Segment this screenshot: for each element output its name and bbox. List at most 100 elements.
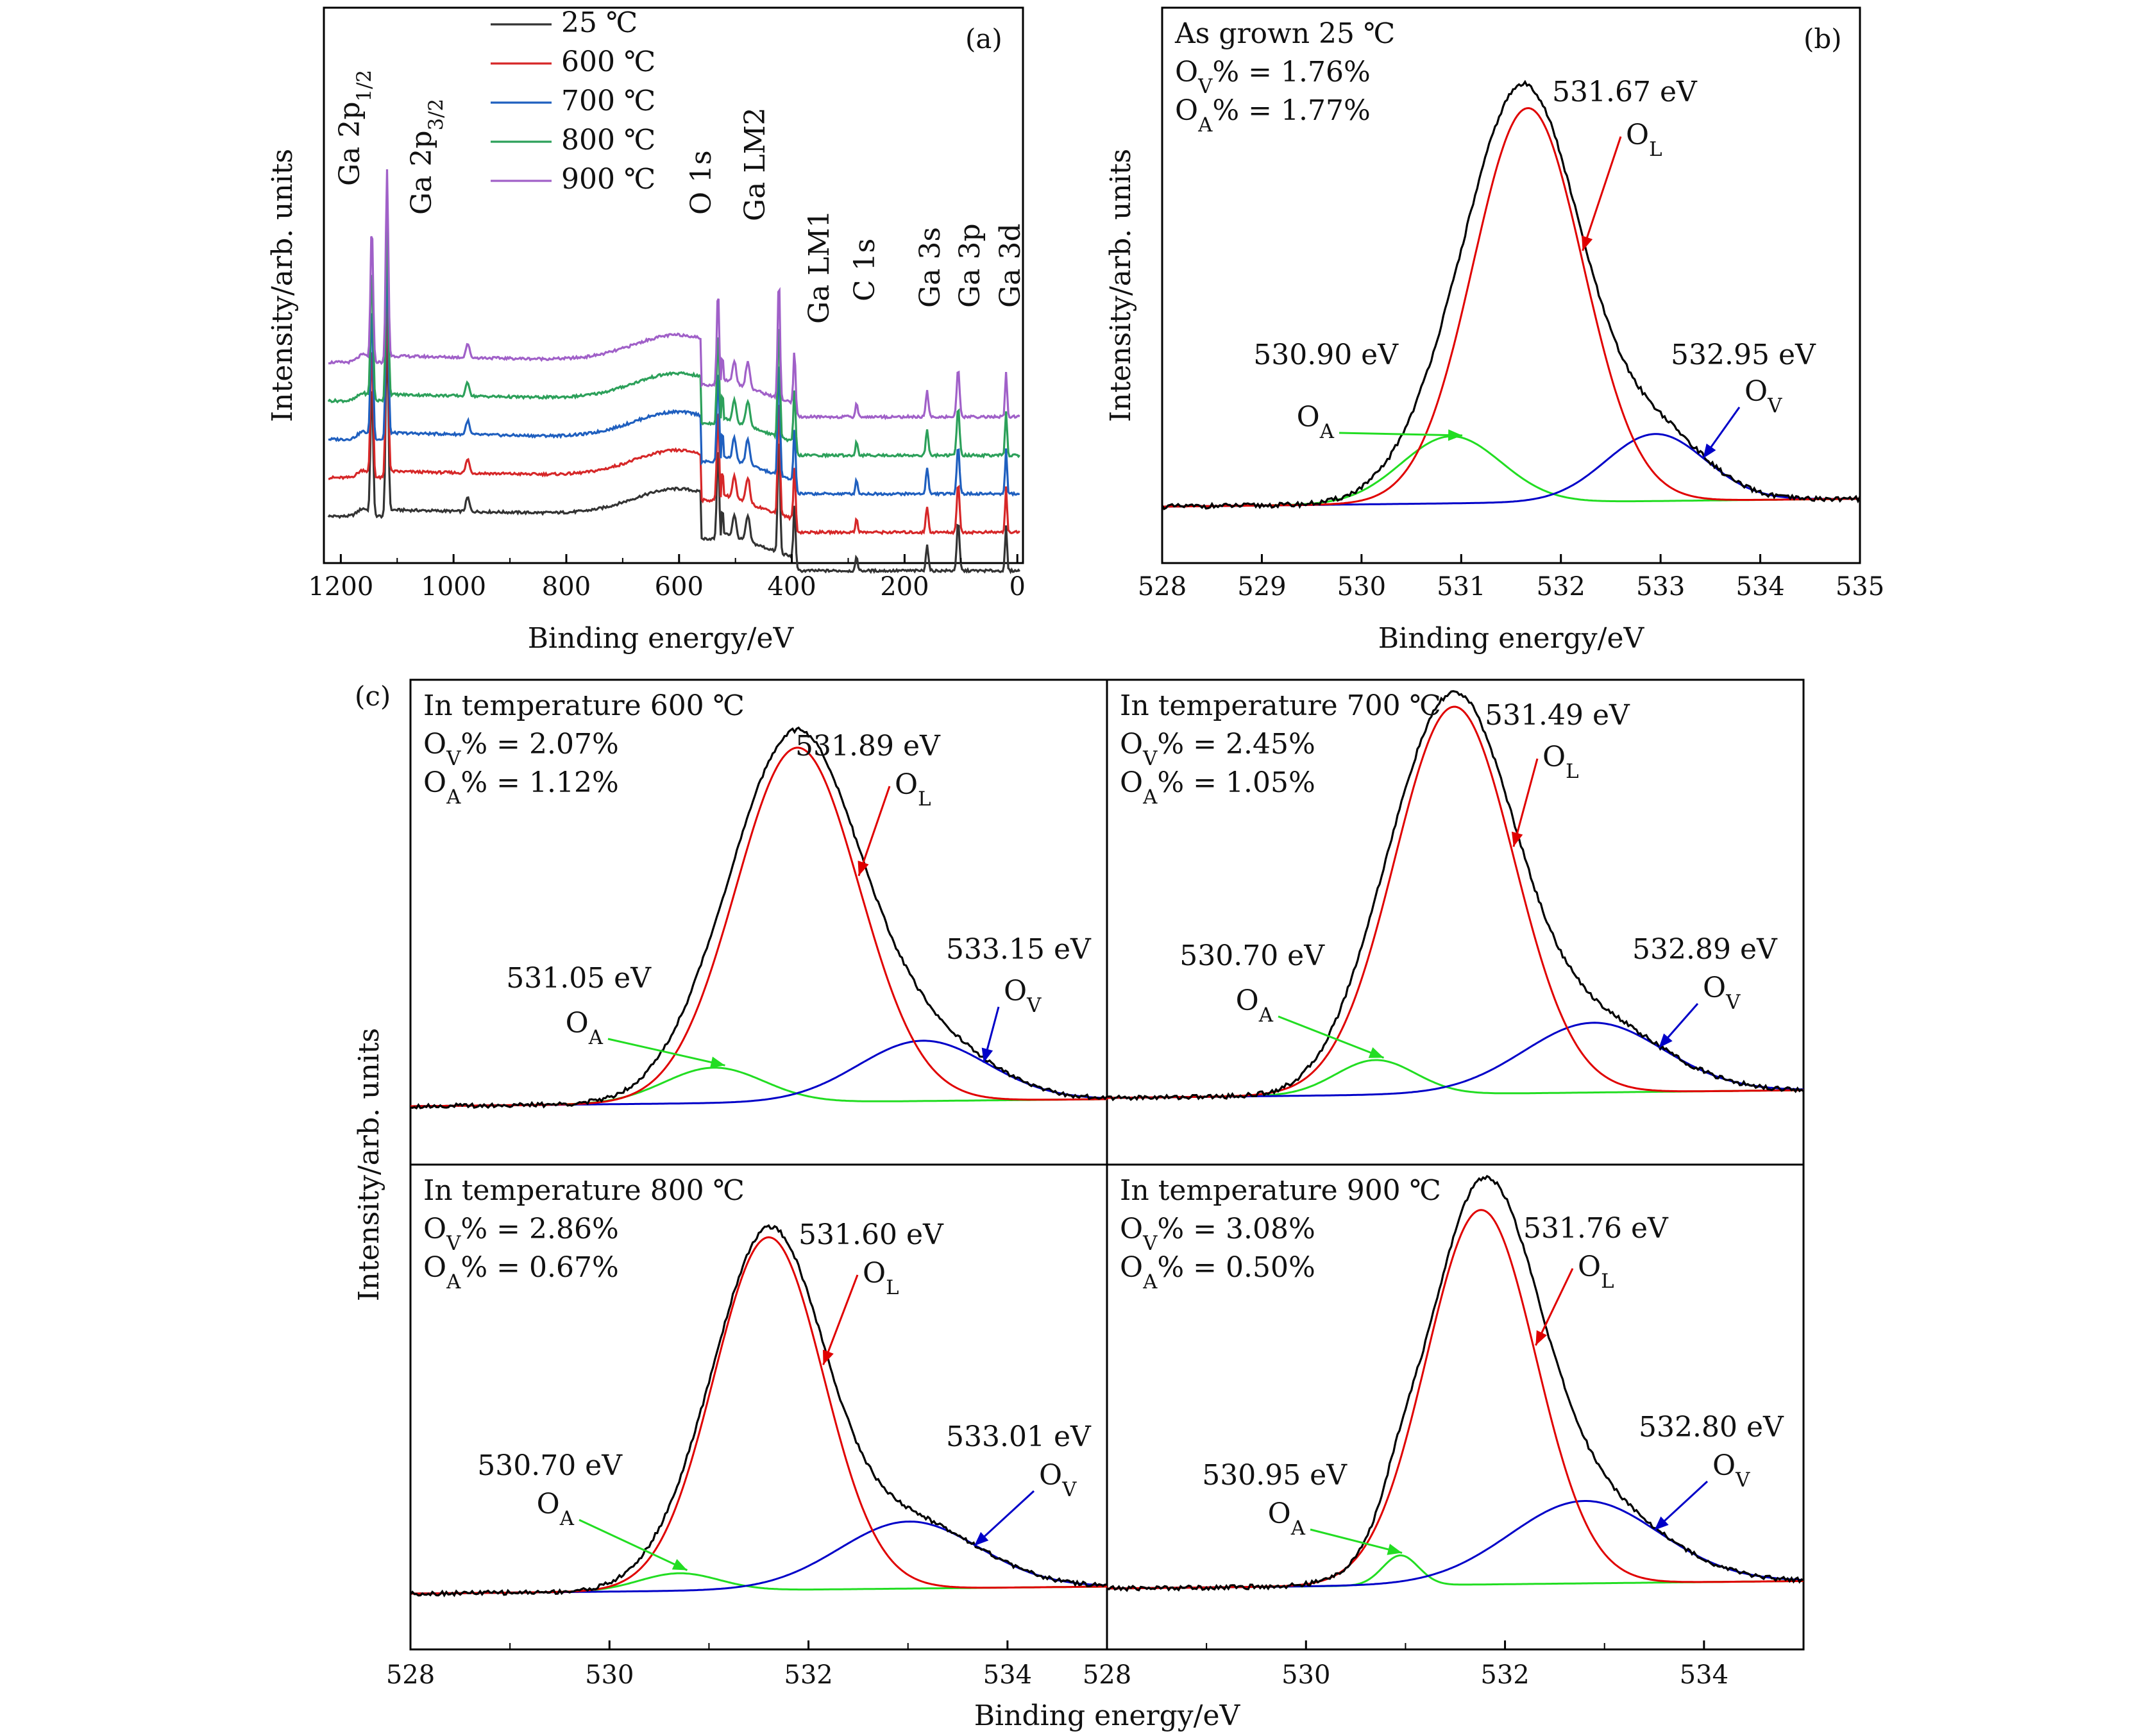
- peak-label: C 1s: [849, 239, 881, 301]
- ov-component-curve: [1107, 1022, 1804, 1099]
- oa-arrow: [1278, 1015, 1385, 1059]
- ov-name-label: OV: [1703, 972, 1741, 1014]
- panel-b-as-grown: As grown 25 ℃ OV% = 1.76%OA% = 1.77% 531.6…: [1104, 6, 1884, 655]
- c-tick-label: 534: [1680, 1660, 1728, 1690]
- ol-arrow: [858, 786, 891, 877]
- oa-name-label: OA: [1236, 984, 1274, 1027]
- survey-line-800C: [327, 209, 1020, 459]
- panel-b-x-ticks: 528 529 530 531 532 533 534 535: [1138, 554, 1884, 602]
- c-tick-label: 532: [784, 1660, 832, 1690]
- ol-component-curve: [410, 746, 1108, 1108]
- a-tick-label: 200: [880, 572, 929, 602]
- ov-arrow: [973, 1490, 1035, 1547]
- ov-percent: OV% = 2.07%: [423, 728, 619, 770]
- ov-name-label: OV: [1004, 975, 1042, 1017]
- ov-arrow: [981, 1006, 1000, 1063]
- peak-label: Ga LM1: [803, 210, 836, 324]
- ol-position-label: 531.67 eV: [1552, 76, 1698, 108]
- oa-percent: OA% = 0.67%: [423, 1251, 619, 1294]
- panel-a-x-ticks: 1200 1000 800 600 400 200 0: [308, 554, 1026, 602]
- ov-name-label: OV: [1039, 1459, 1077, 1501]
- peak-label: Ga 3s: [914, 227, 947, 308]
- legend-label: 700 ℃: [561, 85, 655, 117]
- c-tick-label: 528: [386, 1660, 435, 1690]
- peak-label: Ga 3d: [994, 223, 1027, 308]
- ov-arrow: [1658, 1003, 1699, 1049]
- ov-percent: OV% = 2.45%: [1120, 728, 1315, 770]
- ov-name-label: OV: [1745, 375, 1782, 417]
- oa-position-label: 531.05 eV: [506, 962, 652, 995]
- raw-spectrum-curve: [1106, 690, 1805, 1102]
- panel-a-x-axis-label: Binding energy/eV: [528, 622, 795, 655]
- panel-b-curves: As grown 25 ℃ OV% = 1.76%OA% = 1.77% 531.6…: [1161, 17, 1861, 510]
- panel-c-y-axis-label: Intensity/arb. units: [353, 1028, 385, 1301]
- panel-c-subpanels: In temperature 600 ℃ OV% = 2.07%OA% = 1.1…: [409, 689, 1805, 1597]
- ol-arrow: [1511, 758, 1539, 847]
- panel-a-survey-spectra: 1200 1000 800 600 400 200 0 Ga 2p1/2 Ga 2p3/2 O …: [266, 6, 1027, 655]
- oa-percent: OA% = 1.05%: [1120, 766, 1315, 809]
- b-tick-label: 534: [1736, 572, 1784, 602]
- a-tick-label: 0: [1009, 572, 1025, 602]
- oa-name-label: OA: [537, 1488, 575, 1530]
- ov-component-curve: [410, 1521, 1108, 1595]
- oa-percent: OA% = 1.77%: [1175, 94, 1371, 137]
- oa-percent: OA% = 0.50%: [1120, 1251, 1315, 1294]
- panel-a-frame: [323, 6, 1024, 564]
- a-tick-label: 600: [655, 572, 704, 602]
- ov-position-label: 532.89 eV: [1632, 933, 1778, 966]
- sample-title: In temperature 600 ℃: [423, 689, 745, 722]
- oa-position-label: 530.70 eV: [477, 1449, 623, 1482]
- xps-subpanel: As grown 25 ℃ OV% = 1.76%OA% = 1.77% 531.6…: [1161, 17, 1861, 510]
- ov-percent: OV% = 1.76%: [1175, 56, 1371, 98]
- c-tick-label: 530: [1281, 1660, 1330, 1690]
- b-tick-label: 535: [1836, 572, 1884, 602]
- raw-spectrum-curve: [409, 1224, 1107, 1597]
- xps-subpanel: In temperature 900 ℃ OV% = 3.08%OA% = 0.5…: [1106, 1174, 1804, 1592]
- oa-arrow: [579, 1519, 688, 1571]
- oa-position-label: 530.70 eV: [1179, 940, 1325, 972]
- ol-name-label: OL: [895, 768, 931, 811]
- sample-title: In temperature 900 ℃: [1120, 1174, 1441, 1207]
- raw-spectrum-curve: [1106, 1174, 1804, 1592]
- c-tick-label: 534: [983, 1660, 1032, 1690]
- ol-arrow: [822, 1274, 859, 1365]
- raw-spectrum-curve: [1161, 80, 1861, 510]
- oa-name-label: OA: [1268, 1497, 1306, 1540]
- ov-position-label: 532.95 eV: [1671, 339, 1816, 371]
- b-tick-label: 529: [1237, 572, 1286, 602]
- ov-component-curve: [410, 1040, 1108, 1108]
- ol-arrow: [1582, 136, 1622, 251]
- peak-label: Ga 2p3/2: [405, 99, 448, 215]
- panel-b-frame: [1161, 6, 1861, 564]
- ov-name-label: OV: [1712, 1449, 1750, 1492]
- sample-title: In temperature 800 ℃: [423, 1174, 745, 1207]
- ol-arrow: [1535, 1268, 1574, 1346]
- ol-component-curve: [1107, 705, 1804, 1099]
- panel-c-annealed: In temperature 600 ℃ OV% = 2.07%OA% = 1.1…: [353, 678, 1805, 1732]
- ol-name-label: OL: [1542, 741, 1579, 783]
- ov-percent: OV% = 3.08%: [1120, 1213, 1315, 1255]
- b-tick-label: 530: [1337, 572, 1386, 602]
- ol-name-label: OL: [1626, 119, 1662, 161]
- survey-line-700C: [328, 246, 1020, 497]
- xps-subpanel: In temperature 600 ℃ OV% = 2.07%OA% = 1.1…: [410, 689, 1108, 1110]
- a-tick-label: 1000: [421, 572, 486, 602]
- ov-arrow: [1653, 1480, 1709, 1531]
- a-tick-label: 400: [767, 572, 816, 602]
- panel-a-legend: 25 ℃ 600 ℃ 700 ℃ 800 ℃ 900 ℃: [491, 6, 655, 196]
- ol-position-label: 531.49 eV: [1485, 699, 1630, 732]
- survey-line-25C: [327, 324, 1021, 575]
- ov-arrow: [1702, 407, 1741, 459]
- ov-component-curve: [1107, 1500, 1804, 1590]
- sample-title: In temperature 700 ℃: [1120, 689, 1441, 722]
- peak-label: Ga 3p: [954, 223, 986, 308]
- ov-position-label: 533.01 eV: [946, 1420, 1092, 1453]
- survey-line-900C: [328, 169, 1020, 421]
- c-tick-label: 532: [1480, 1660, 1529, 1690]
- oa-position-label: 530.90 eV: [1253, 339, 1399, 371]
- legend-label: 25 ℃: [561, 6, 638, 39]
- b-tick-label: 533: [1636, 572, 1685, 602]
- panel-c-x-axis-label: Binding energy/eV: [974, 1699, 1241, 1732]
- oa-name-label: OA: [1297, 401, 1335, 443]
